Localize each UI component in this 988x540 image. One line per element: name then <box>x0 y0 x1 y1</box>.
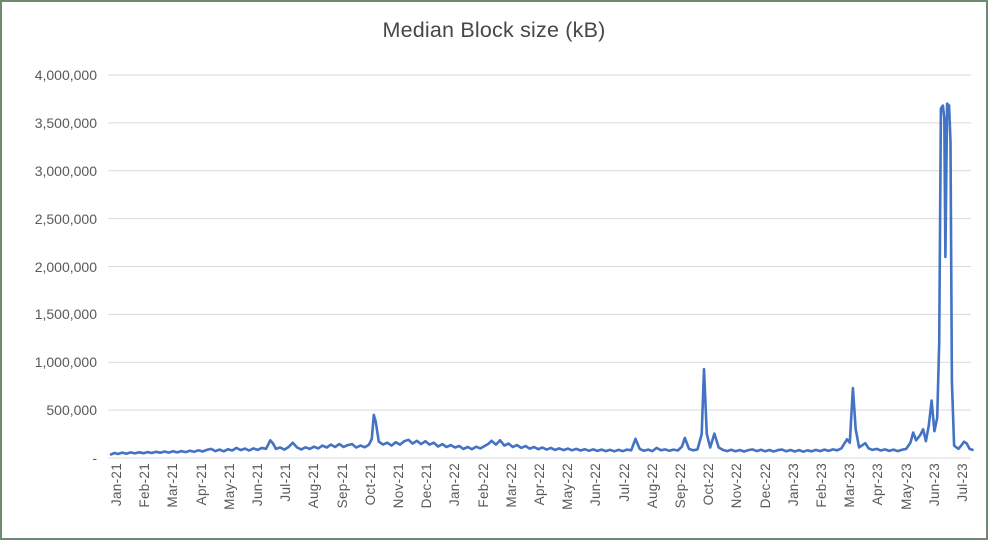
y-axis-tick-label: 500,000 <box>46 402 97 418</box>
x-axis-tick-label: May-22 <box>560 463 575 510</box>
x-axis-tick-label: Jun-23 <box>927 463 942 507</box>
x-axis-tick-label: Oct-22 <box>701 463 716 506</box>
y-axis-tick-label: 1,000,000 <box>34 354 97 370</box>
y-axis-tick-label: - <box>92 450 97 466</box>
x-axis-tick-label: Jan-22 <box>447 463 462 507</box>
x-axis-tick-label: Sep-21 <box>335 463 350 509</box>
x-axis-tick-label: Dec-21 <box>419 463 434 509</box>
y-axis-tick-label: 3,000,000 <box>34 163 97 179</box>
x-axis-tick-label: Jul-23 <box>955 463 970 502</box>
x-axis-tick-label: Jul-22 <box>617 463 632 502</box>
x-axis-tick-label: Jan-23 <box>786 463 801 507</box>
y-axis-tick-label: 3,500,000 <box>34 115 97 131</box>
x-axis-tick-label: Jul-21 <box>278 463 293 502</box>
x-axis-tick-label: Aug-22 <box>645 463 660 509</box>
x-axis-tick-label: Nov-22 <box>729 463 744 509</box>
x-axis-tick-label: Jan-21 <box>109 463 124 507</box>
x-axis-tick-label: Nov-21 <box>391 463 406 509</box>
x-axis-tick-label: Dec-22 <box>758 463 773 509</box>
x-axis-tick-label: Mar-21 <box>165 463 180 508</box>
x-axis-tick-label: Feb-21 <box>137 463 152 508</box>
x-axis-tick-label: May-23 <box>899 463 914 510</box>
chart-title: Median Block size (kB) <box>382 18 606 42</box>
x-axis-tick-label: Feb-23 <box>814 463 829 508</box>
x-axis-tick-label: Apr-22 <box>532 463 547 506</box>
x-axis-tick-label: Oct-21 <box>363 463 378 506</box>
data-series-line <box>109 102 974 456</box>
x-axis-tick-label: Feb-22 <box>476 463 491 508</box>
x-axis-tick-label: May-21 <box>222 463 237 510</box>
x-axis-tick-label: Apr-21 <box>194 463 209 506</box>
x-axis-tick-label: Apr-23 <box>870 463 885 506</box>
x-axis-tick-label: Jun-21 <box>250 463 265 507</box>
x-axis-tick-label: Mar-23 <box>842 463 857 508</box>
x-axis-tick-label: Sep-22 <box>673 463 688 509</box>
x-axis-tick-label: Jun-22 <box>588 463 603 507</box>
x-axis-tick-label: Aug-21 <box>306 463 321 509</box>
y-axis-tick-label: 4,000,000 <box>34 67 97 83</box>
y-axis-tick-label: 2,500,000 <box>34 211 97 227</box>
x-axis-tick-label: Mar-22 <box>504 463 519 508</box>
y-axis-tick-label: 1,500,000 <box>34 306 97 322</box>
y-axis-tick-label: 2,000,000 <box>34 259 97 275</box>
